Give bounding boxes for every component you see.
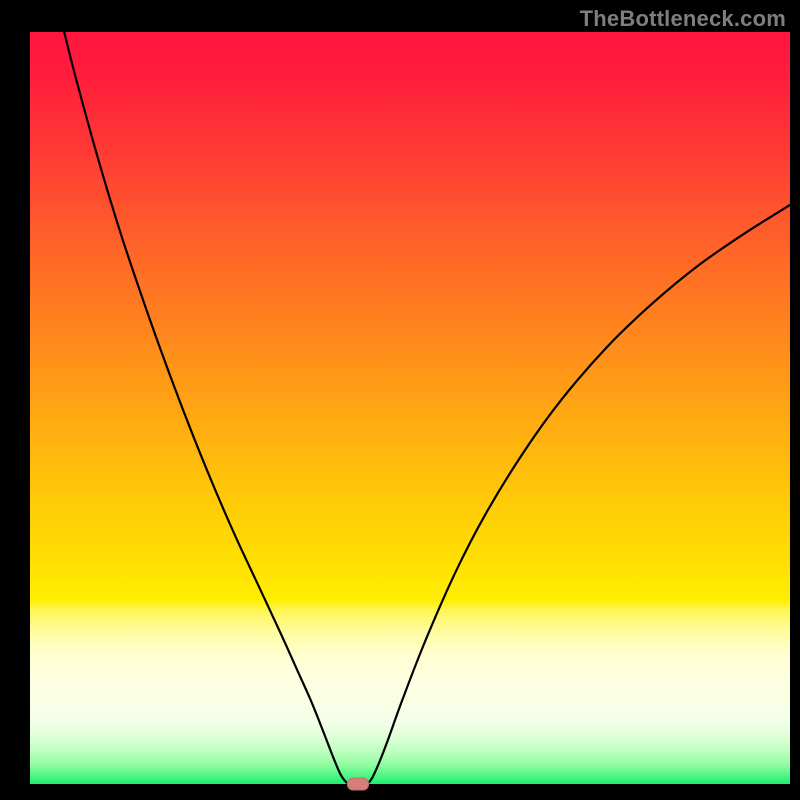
plot-area [30, 32, 790, 784]
watermark-text: TheBottleneck.com [580, 6, 786, 32]
gradient-background [30, 32, 790, 784]
minimum-marker [347, 778, 369, 791]
bottleneck-chart-svg [30, 32, 790, 784]
chart-frame: TheBottleneck.com [0, 0, 800, 800]
